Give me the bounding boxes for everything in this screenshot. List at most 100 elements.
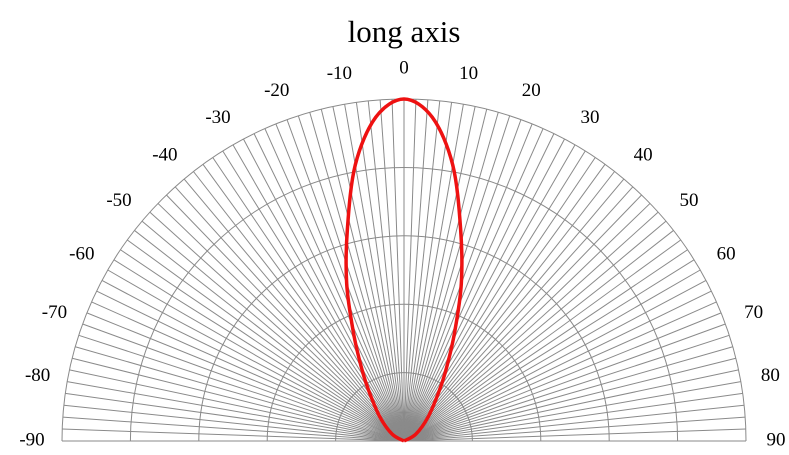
angle-tick-label: -10 [327, 63, 352, 84]
radial-gridline [320, 109, 405, 442]
radial-gridline [403, 259, 695, 442]
radial-gridline [72, 357, 405, 442]
radial-gridline [101, 279, 405, 442]
angle-tick-label: 30 [581, 107, 600, 128]
radial-gridline [65, 392, 405, 442]
radial-gridline [403, 138, 566, 442]
radial-gridline [134, 230, 405, 442]
radial-gridline [113, 259, 405, 442]
radial-gridline [403, 381, 741, 442]
radial-gridline [403, 194, 642, 442]
radial-gridline [403, 106, 476, 442]
radial-gridline [403, 220, 667, 442]
angle-tick-label: 80 [761, 365, 780, 386]
radial-gridline [403, 112, 499, 442]
radial-gridline [183, 178, 405, 442]
radial-gridline [403, 239, 681, 442]
angle-tick-label: -80 [25, 365, 50, 386]
radial-gridline [403, 211, 659, 442]
radial-gridline [91, 301, 405, 442]
angle-tick-label: 0 [399, 57, 409, 78]
radial-gridline [403, 186, 634, 442]
ring-gridline [266, 303, 542, 442]
radial-gridline [107, 269, 405, 442]
radial-gridline [253, 133, 405, 442]
radial-gridline [232, 144, 405, 442]
radial-gridline [120, 249, 405, 442]
radial-gridline [309, 112, 405, 442]
radial-gridline [166, 194, 405, 442]
radial-gridline [242, 138, 405, 442]
radial-gridline [222, 150, 405, 442]
angle-tick-label: -70 [42, 302, 67, 323]
radial-gridline [403, 392, 743, 442]
radial-gridline [96, 290, 405, 442]
radial-gridline [403, 157, 596, 442]
radial-gridline [82, 323, 405, 442]
radial-gridline [86, 312, 405, 442]
radial-gridline [75, 346, 405, 442]
radial-gridline [403, 104, 464, 442]
radial-gridline [127, 239, 405, 442]
series-layer [344, 97, 464, 443]
radial-gridline [403, 323, 726, 442]
radial-gridline [174, 186, 405, 442]
radial-gridline [403, 128, 544, 442]
ring-gridline [335, 372, 473, 442]
angle-tick-labels: -90 -80 -70 -60 -50 -40 -30 -20 -10 0 10 20 30 40 50 60… [19, 57, 785, 450]
radial-gridline [403, 428, 746, 442]
angle-tick-label: 60 [717, 243, 736, 264]
radial-gridline [141, 220, 405, 442]
radial-gridline [297, 115, 405, 442]
angle-tick-label: -40 [152, 144, 177, 165]
radial-gridline [403, 133, 555, 442]
radial-gridline [403, 102, 453, 442]
radial-gridline [403, 269, 701, 442]
radial-gridline [403, 115, 511, 442]
radial-gridline [157, 203, 405, 442]
angle-tick-label: 90 [767, 429, 786, 450]
radial-gridline [403, 100, 441, 442]
radial-gridline [69, 369, 405, 442]
radial-gridline [264, 128, 405, 442]
radial-gridline [332, 106, 405, 442]
radial-gridline [78, 334, 405, 442]
angle-tick-label: -50 [106, 190, 131, 211]
ring-gridline [129, 166, 679, 442]
radial-gridline [403, 109, 488, 442]
angle-tick-label: -60 [69, 243, 94, 264]
radial-gridline [403, 99, 417, 442]
radial-gridline [403, 404, 745, 442]
radial-gridline [403, 416, 746, 442]
radial-gridline [344, 104, 405, 442]
radial-gridline [355, 102, 405, 442]
radial-gridline [403, 144, 576, 442]
radial-gridline [403, 230, 674, 442]
angle-tick-label: -30 [205, 107, 230, 128]
radial-gridline [403, 279, 707, 442]
radial-gridline [403, 334, 730, 442]
angle-tick-label: -90 [19, 429, 44, 450]
radial-gridline [403, 357, 736, 442]
radial-gridlines [62, 99, 746, 442]
angle-tick-label: -20 [264, 80, 289, 101]
radial-gridline [403, 203, 651, 442]
radial-gridline [403, 346, 733, 442]
radial-gridline [275, 123, 405, 442]
radial-gridline [403, 301, 717, 442]
radial-gridline [212, 157, 405, 442]
series-curve [344, 97, 464, 443]
radial-gridline [403, 249, 688, 442]
radial-gridline [67, 381, 405, 442]
chart-title: long axis [348, 14, 461, 49]
radial-gridline [403, 312, 722, 442]
radial-gridline [149, 211, 405, 442]
angle-tick-label: 50 [679, 190, 698, 211]
radial-gridline [403, 369, 739, 442]
radial-gridline [62, 428, 405, 442]
radial-gridline [367, 100, 405, 442]
radial-gridline [403, 290, 712, 442]
radial-gridline [379, 99, 405, 442]
radial-gridline [391, 99, 405, 442]
